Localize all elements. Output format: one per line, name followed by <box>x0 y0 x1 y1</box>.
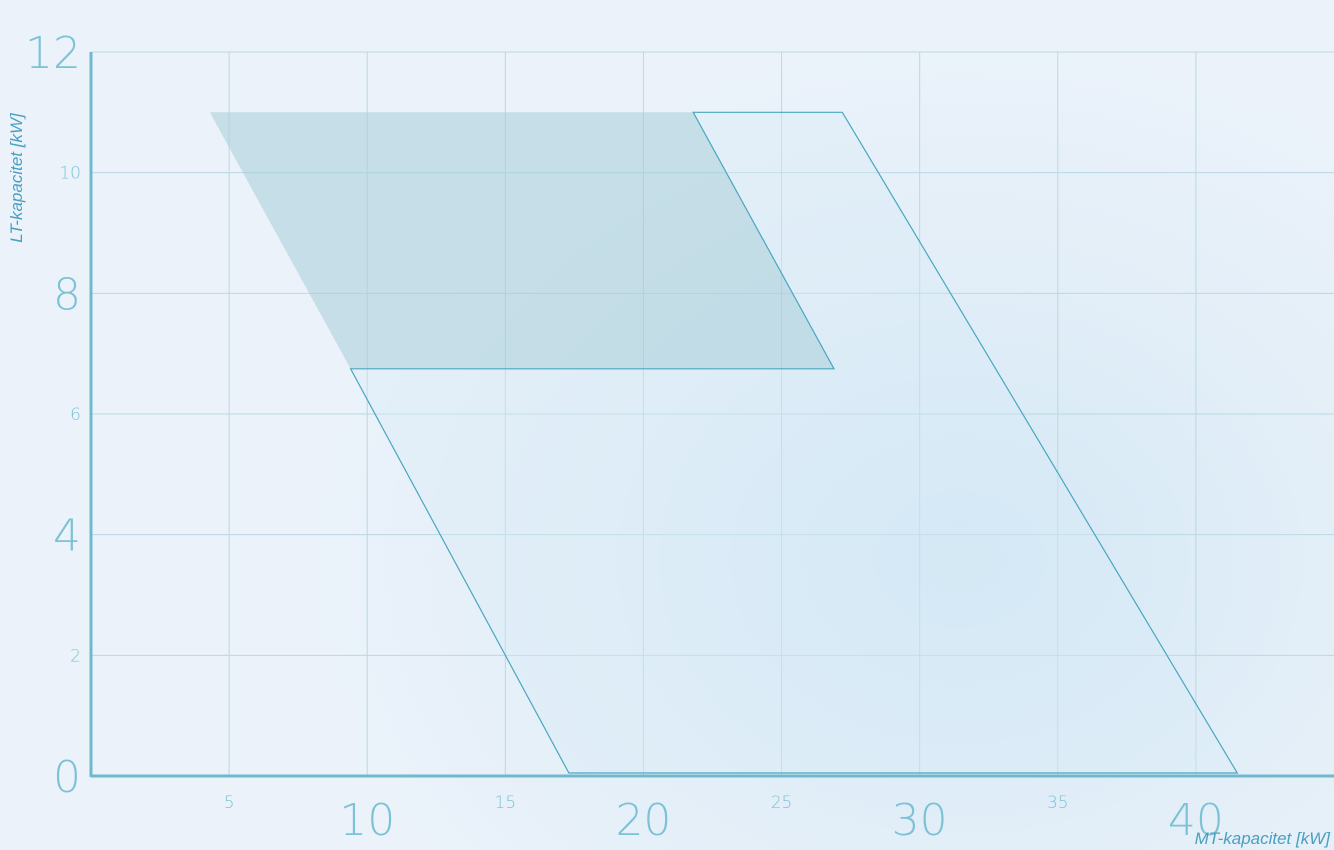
y-axis-title: LT-kapacitet [kW] <box>7 112 26 243</box>
y-tick-label-2: 2 <box>70 646 81 666</box>
y-tick-label-12: 12 <box>25 28 81 79</box>
x-axis-title: MT-kapacitet [kW] <box>1195 829 1332 848</box>
x-tick-label-5: 5 <box>224 793 235 813</box>
y-tick-label-4: 4 <box>53 511 81 562</box>
x-tick-label-15: 15 <box>495 793 517 813</box>
x-tick-label-25: 25 <box>771 793 793 813</box>
x-tick-label-30: 30 <box>892 795 948 846</box>
y-tick-label-6: 6 <box>70 405 81 425</box>
y-tick-label-10: 10 <box>59 164 81 184</box>
y-tick-label-0: 0 <box>53 752 81 803</box>
y-tick-label-8: 8 <box>53 269 81 320</box>
x-tick-label-35: 35 <box>1047 793 1069 813</box>
x-tick-label-40: 40 <box>1168 795 1224 846</box>
x-tick-label-20: 20 <box>615 795 671 846</box>
region-outline-1 <box>349 111 1239 774</box>
capacity-regions <box>209 111 1239 774</box>
tick-labels: 5 10 15 20 25 30 35 40 0 2 4 6 8 10 12 <box>25 28 1224 846</box>
region-filled-0 <box>209 112 835 369</box>
axes <box>89 52 1334 778</box>
x-tick-label-10: 10 <box>339 795 395 846</box>
